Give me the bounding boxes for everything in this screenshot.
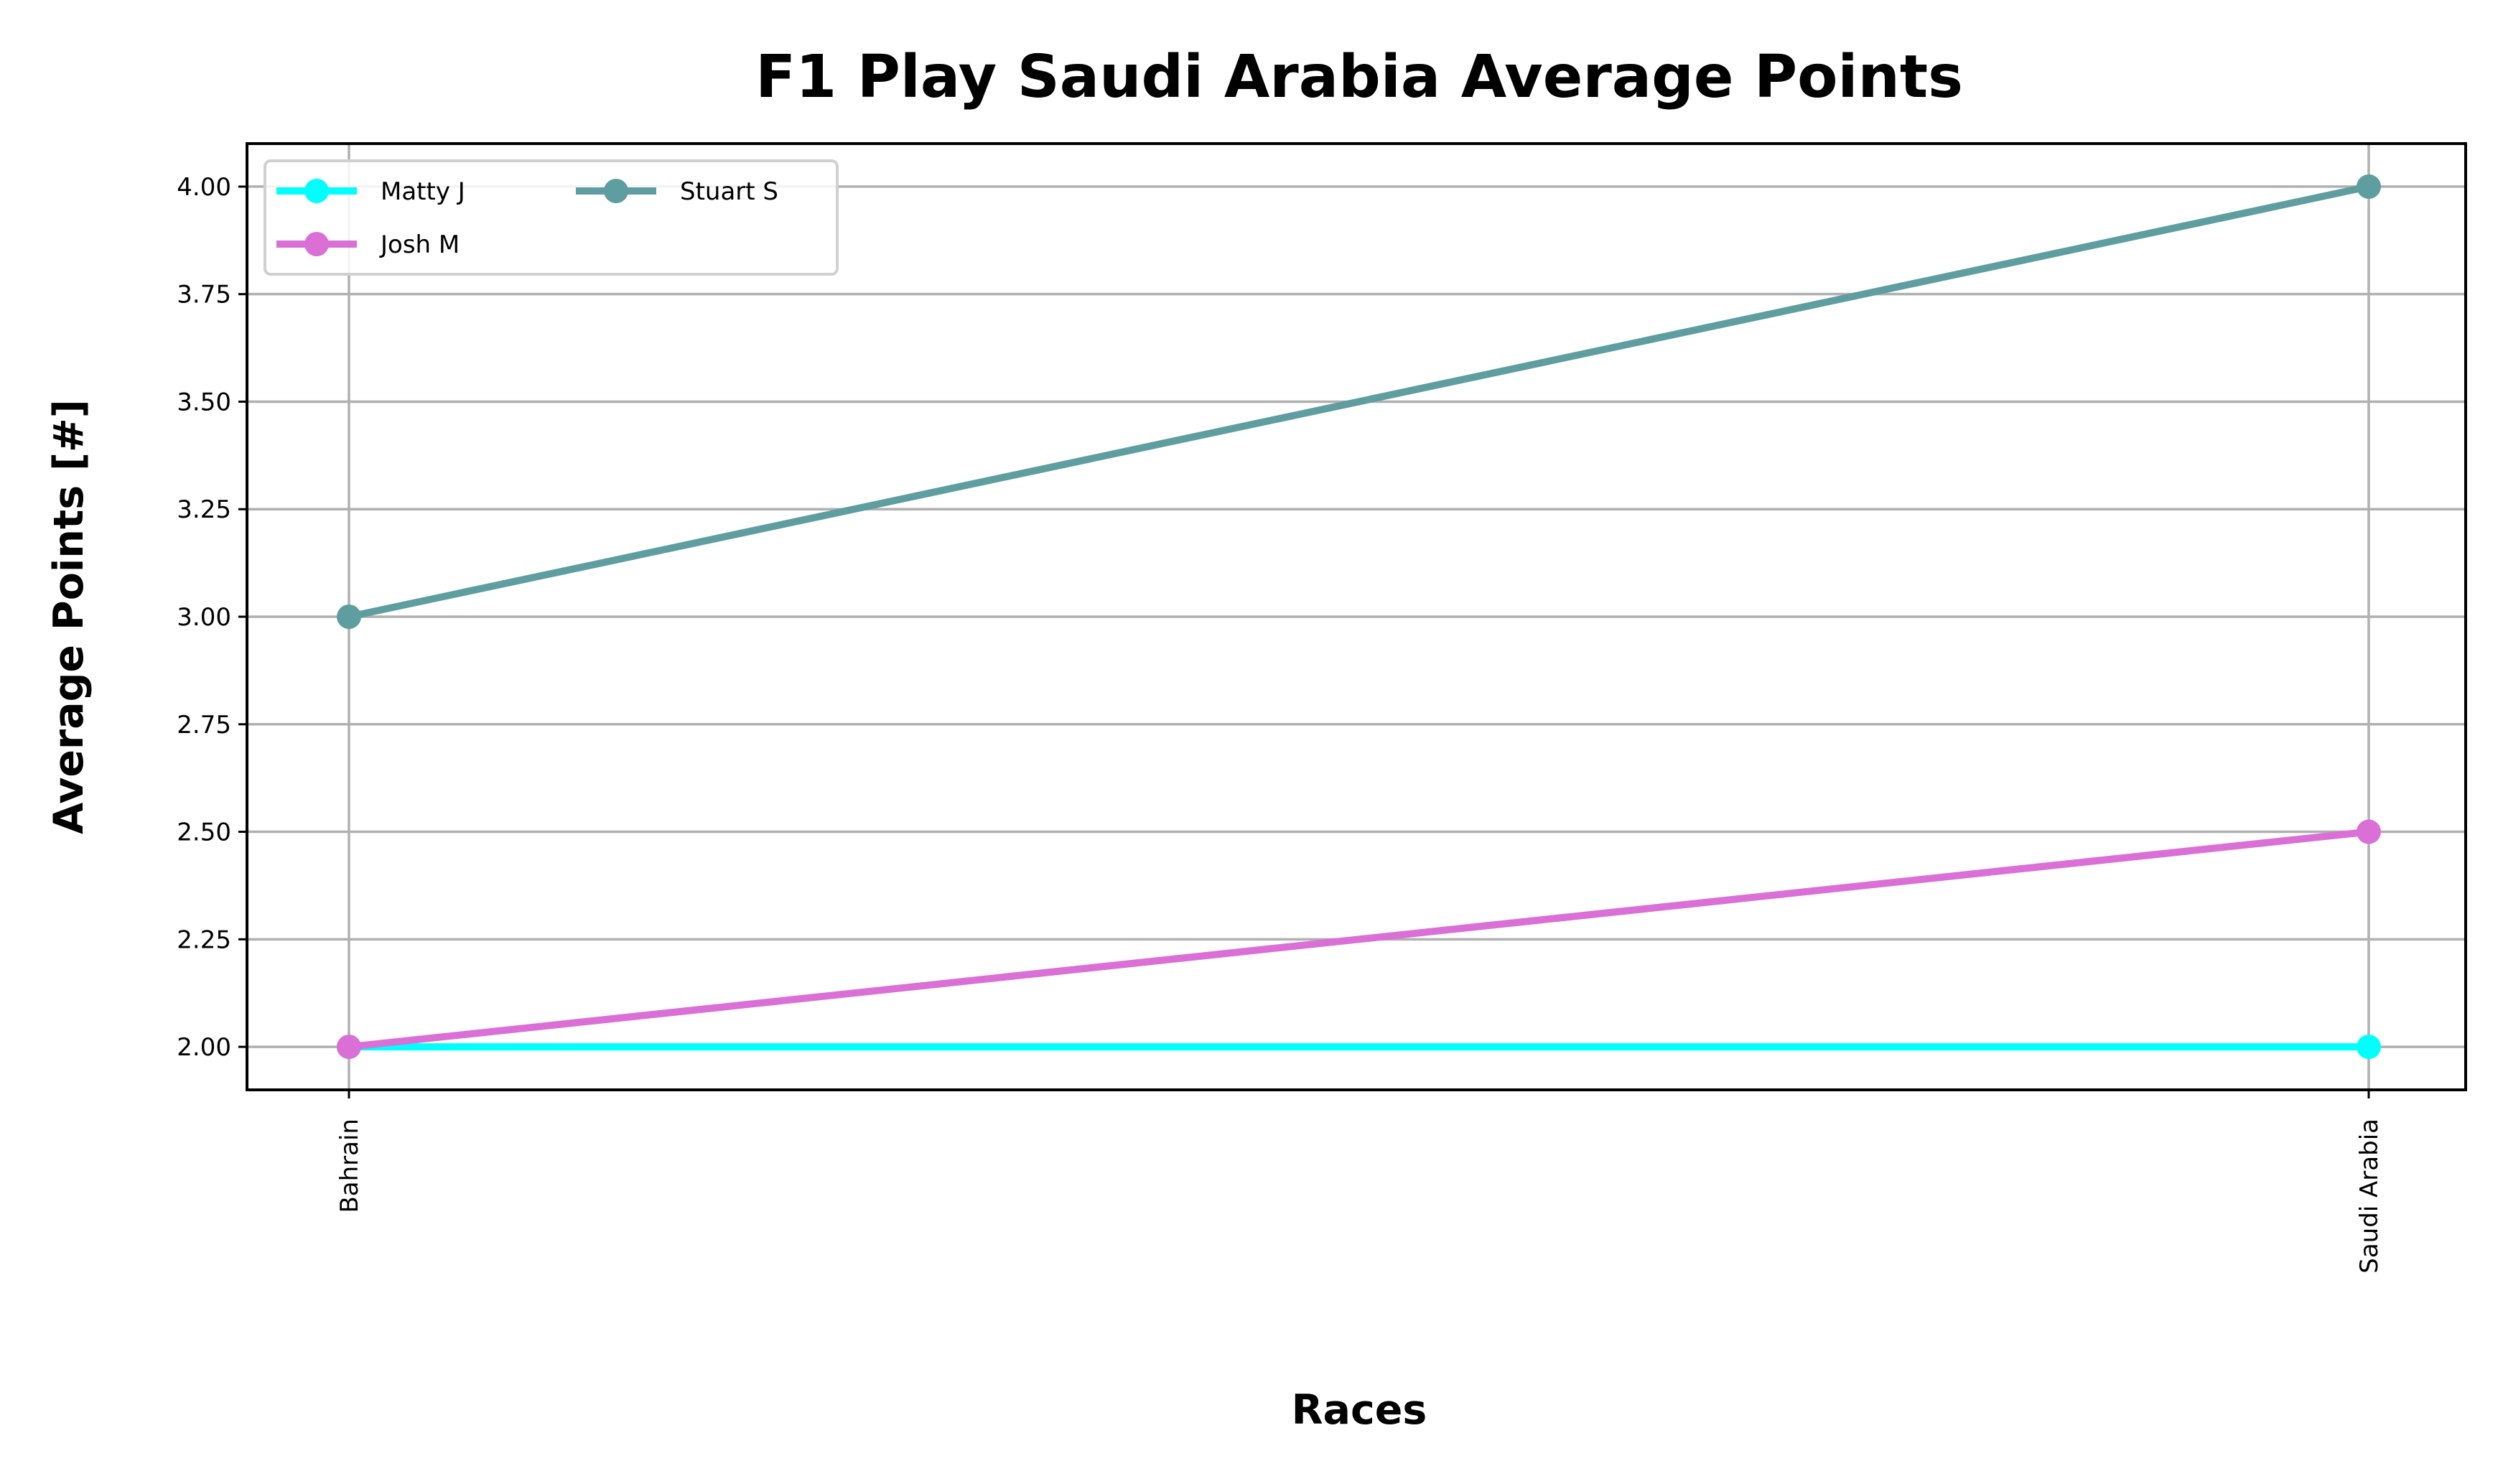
y-tick-label: 2.75	[177, 711, 231, 739]
legend-box	[264, 159, 839, 276]
series-line-1	[348, 828, 2369, 1051]
legend-swatch-marker	[304, 179, 329, 203]
data-point	[337, 605, 361, 629]
data-point	[2357, 174, 2381, 199]
x-axis-label: Races	[1292, 1386, 1427, 1434]
legend-swatch-marker	[304, 232, 329, 256]
y-tick-label: 4.00	[177, 173, 231, 202]
y-tick-label: 3.50	[177, 388, 231, 416]
data-point	[2357, 819, 2381, 844]
y-tick-label: 2.50	[177, 818, 231, 847]
y-tick-label: 2.00	[177, 1033, 231, 1062]
y-tick-label: 3.00	[177, 603, 231, 632]
legend-label: Josh M	[379, 230, 460, 259]
legend: Matty J Josh M Stuart S	[264, 159, 839, 276]
legend-label: Stuart S	[680, 177, 778, 206]
data-point	[2357, 1035, 2381, 1060]
data-point	[337, 1035, 361, 1060]
grid-layer	[247, 144, 2466, 1090]
series-layer	[337, 174, 2381, 1060]
legend-label: Matty J	[381, 177, 465, 206]
series-line-2	[348, 183, 2370, 620]
y-tick-label: 2.25	[177, 925, 231, 954]
x-tick-label: Saudi Arabia	[2355, 1119, 2384, 1274]
y-tick-label: 3.25	[177, 495, 231, 524]
chart-title: F1 Play Saudi Arabia Average Points	[755, 43, 1963, 111]
x-axis: Bahrain Saudi Arabia	[335, 1090, 2384, 1274]
y-axis: 2.00 2.25 2.50 2.75 3.00 3.25 3.50 3.75 4.00	[177, 173, 247, 1062]
legend-swatch-marker	[604, 179, 628, 203]
x-tick-label: Bahrain	[335, 1119, 364, 1213]
y-axis-label: Average Points [#]	[45, 399, 93, 834]
y-tick-label: 3.75	[177, 281, 231, 309]
